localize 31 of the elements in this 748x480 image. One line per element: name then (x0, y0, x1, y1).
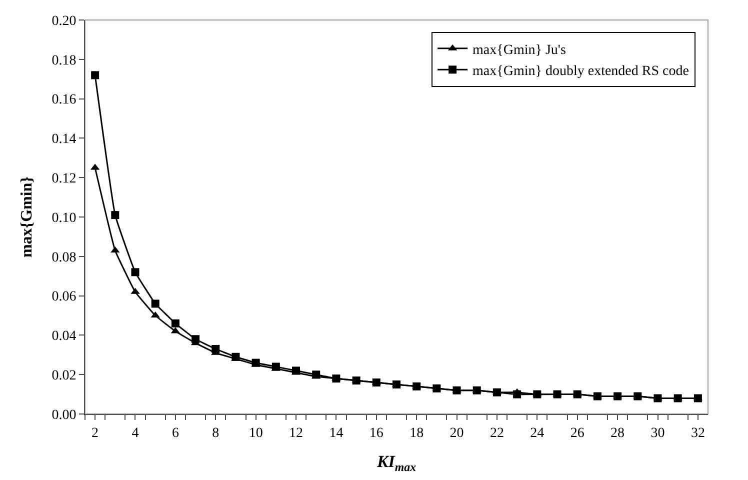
y-tick-label: 0.04 (52, 329, 76, 344)
y-tick-label: 0.10 (52, 210, 76, 226)
x-tick-label: 22 (490, 426, 504, 441)
x-tick-label: 12 (289, 426, 304, 441)
x-tick-label: 2 (92, 426, 99, 441)
y-tick-label: 0.00 (52, 408, 76, 423)
y-tick-label: 0.18 (52, 53, 76, 68)
x-tick-label: 32 (690, 426, 705, 441)
x-tick-label: 28 (610, 426, 625, 441)
y-tick-label: 0.12 (52, 172, 76, 186)
x-tick-label: 30 (650, 426, 665, 441)
x-tick-label: 20 (450, 426, 464, 441)
y-tick-label: 0.08 (52, 250, 76, 266)
x-tick-label: 6 (172, 426, 179, 441)
x-tick-label: 14 (329, 426, 344, 441)
y-tick-label: 0.02 (52, 368, 76, 384)
y-tick-label: 0.20 (52, 14, 76, 29)
y-tick-label: 0.16 (52, 92, 76, 108)
x-tick-label: 24 (530, 426, 544, 441)
y-axis-title: max{Gmin} (18, 176, 36, 258)
x-tick-label: 8 (212, 426, 220, 441)
x-tick-label: 16 (369, 426, 384, 441)
x-tick-label: 18 (410, 426, 424, 441)
x-tick-label: 10 (248, 426, 263, 441)
x-tick-label: 4 (132, 426, 139, 441)
x-axis-title: KI$_{max}$ (376, 452, 416, 474)
legend-label: max{Gmin} Ju's (472, 42, 566, 58)
legend-label: max{Gmin} doubly extended RS code (472, 64, 689, 80)
x-tick-label: 26 (570, 426, 584, 441)
y-tick-label: 0.14 (52, 132, 76, 148)
y-tick-label: 0.06 (52, 290, 76, 305)
